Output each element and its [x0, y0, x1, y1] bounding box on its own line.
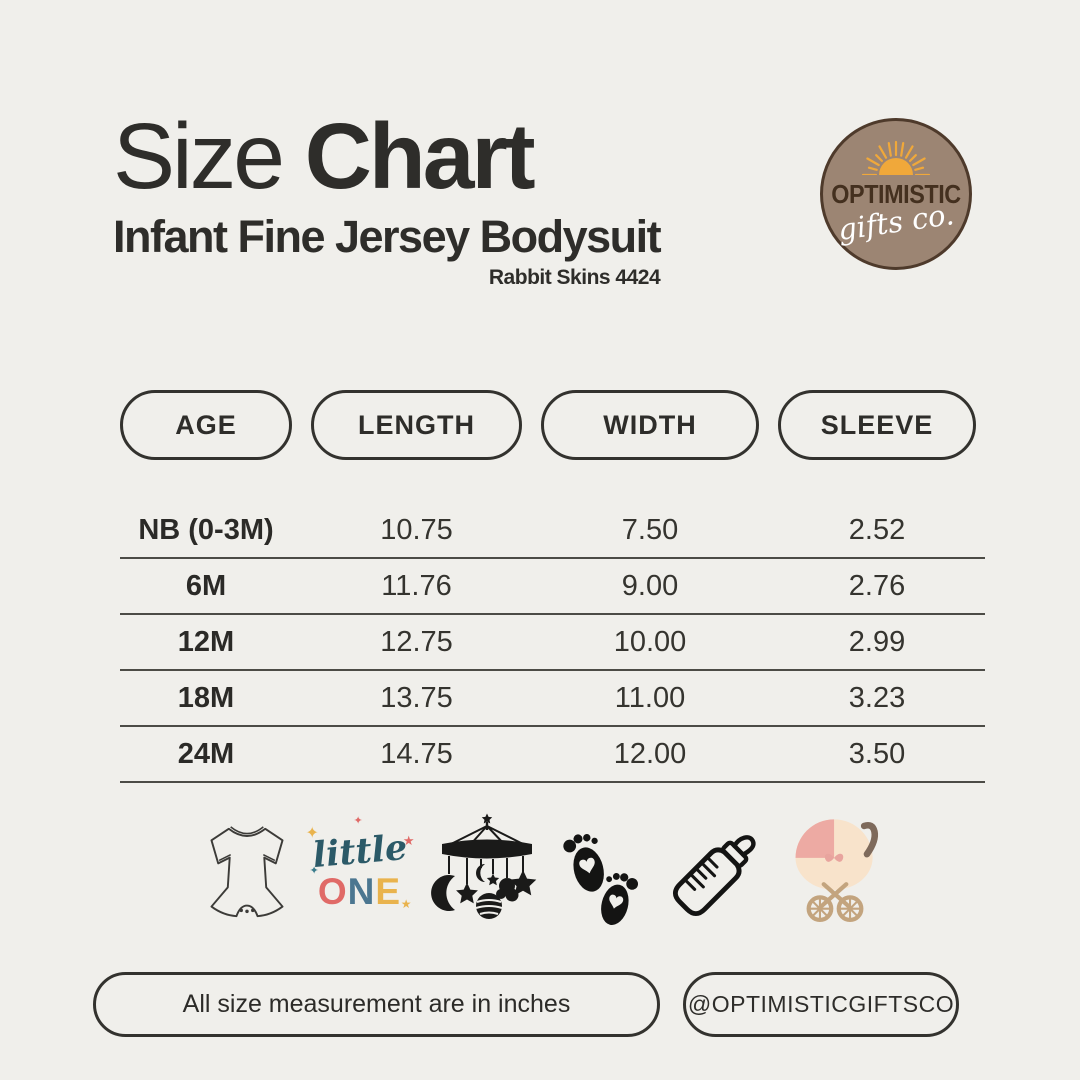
baby-mobile-icon [430, 813, 536, 919]
crescent-moon-icon [430, 875, 455, 911]
table-row: NB (0-3M) 10.75 7.50 2.52 [120, 503, 985, 559]
sleeve-cell: 3.50 [848, 737, 906, 770]
table-row: 6M 11.76 9.00 2.76 [120, 559, 985, 615]
title-word-chart: Chart [304, 104, 536, 208]
sparkle-icon: ✦ [353, 815, 363, 827]
sleeve-cell: 2.52 [848, 513, 906, 546]
instagram-handle-pill: @OPTIMISTICGIFTSCO [683, 972, 959, 1037]
baby-stroller-icon [795, 819, 878, 923]
width-cell: 11.00 [614, 681, 686, 714]
width-cell: 12.00 [613, 737, 687, 770]
brand-logo: OPTIMISTIC gifts co. [820, 118, 972, 270]
small-moon-icon [475, 864, 485, 882]
column-header-length: LENGTH [311, 390, 522, 460]
sleeve-cell: 2.99 [848, 625, 906, 658]
brand-name: OPTIMISTIC [831, 179, 961, 209]
baby-onesie-icon [210, 826, 283, 918]
length-cell: 10.75 [380, 513, 453, 546]
length-cell: 12.75 [380, 625, 453, 658]
letter-o: O [317, 871, 348, 912]
table-header-row: AGE LENGTH WIDTH SLEEVE [120, 390, 985, 460]
star-icon: ★ [400, 897, 412, 911]
sun-icon [861, 140, 931, 175]
mobile-canopy [441, 839, 532, 859]
column-header-width: WIDTH [541, 390, 759, 460]
measurement-note: All size measurement are in inches [182, 990, 571, 1018]
age-cell: NB (0-3M) [138, 513, 274, 546]
stroller-handle [860, 821, 878, 858]
instagram-handle: @OPTIMISTICGIFTSCO [687, 991, 955, 1017]
page-title: Size Chart [113, 110, 660, 203]
length-cell: 11.76 [381, 569, 452, 602]
sleeve-cell: 3.23 [848, 681, 906, 714]
stroller-canopy [795, 819, 834, 858]
sparkle-icon: ✦ [305, 825, 319, 842]
product-subtitle: Infant Fine Jersey Bodysuit [113, 211, 662, 262]
width-cell: 7.50 [621, 513, 679, 546]
table-row: 12M 12.75 10.00 2.99 [120, 615, 985, 671]
measurement-note-pill: All size measurement are in inches [93, 972, 660, 1037]
small-star-icon [486, 873, 499, 886]
sparkle-icon: ✦ [309, 865, 319, 877]
age-cell: 12M [177, 625, 235, 658]
star-icon: ★ [402, 833, 415, 848]
width-cell: 10.00 [613, 625, 687, 658]
age-cell: 18M [177, 681, 235, 714]
baby-bottle-icon [672, 835, 756, 917]
length-cell: 14.75 [380, 737, 453, 770]
letter-e: E [375, 871, 402, 912]
length-cell: 13.75 [380, 681, 453, 714]
table-row: 18M 13.75 11.00 3.23 [120, 671, 985, 727]
title-word-size: Size [113, 104, 285, 208]
column-header-sleeve: SLEEVE [778, 390, 976, 460]
little-word: little [310, 826, 409, 877]
column-header-age: AGE [120, 390, 292, 460]
one-word: ONE [308, 873, 412, 910]
size-table: AGE LENGTH WIDTH SLEEVE NB (0-3M) 10.75 … [120, 390, 985, 783]
table-row: 24M 14.75 12.00 3.50 [120, 727, 985, 783]
age-cell: 6M [185, 569, 227, 602]
header: Size Chart Infant Fine Jersey Bodysuit R… [113, 110, 662, 290]
width-cell: 9.00 [621, 569, 679, 602]
baby-footprints-icon [562, 834, 638, 925]
table-body: NB (0-3M) 10.75 7.50 2.52 6M 11.76 9.00 … [120, 503, 985, 783]
product-code: Rabbit Skins 4424 [488, 266, 661, 289]
age-cell: 24M [177, 737, 235, 770]
stroller-bow [824, 853, 843, 862]
sleeve-cell: 2.76 [848, 569, 906, 602]
star-icon [455, 882, 478, 904]
little-one-lettering: ✦ ★ ✦ ★ ✦ little ONE [305, 814, 415, 930]
baby-icons-row: ✦ ★ ✦ ★ ✦ little ONE [0, 808, 1080, 936]
letter-n: N [347, 871, 376, 912]
